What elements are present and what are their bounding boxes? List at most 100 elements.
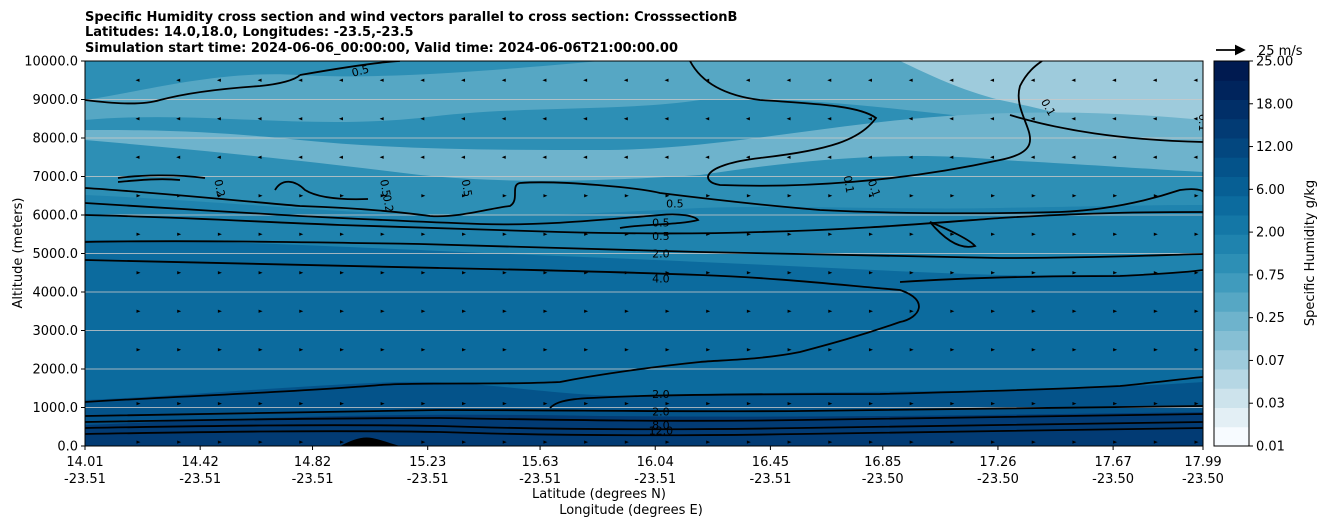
wind-vector-arrow <box>786 78 791 82</box>
wind-vector-arrow <box>299 194 304 198</box>
contour-label: 12.0 <box>649 425 674 438</box>
x-tick-label-latitude: 17.67 <box>1095 455 1132 470</box>
wind-vector-arrow <box>624 402 629 406</box>
wind-vector-arrow <box>501 155 506 159</box>
y-tick-label: 9000.0 <box>33 93 79 108</box>
wind-vector-arrow <box>543 402 548 406</box>
colorbar-swatch <box>1214 176 1249 197</box>
wind-vector-arrow <box>1030 78 1035 82</box>
wind-vector-arrow <box>135 117 140 121</box>
wind-vector-arrow <box>909 232 914 236</box>
x-tick-label-longitude: -23.50 <box>862 472 904 487</box>
wind-vector-arrow <box>746 309 751 313</box>
wind-vector-arrow <box>584 348 589 352</box>
wind-vector-arrow <box>949 78 954 82</box>
wind-vector-arrow <box>543 440 548 444</box>
colorbar-label: Specific Humidity g/kg <box>1303 180 1318 326</box>
wind-vector-arrow <box>867 117 872 121</box>
wind-vector-arrow <box>827 155 832 159</box>
wind-vector-arrow <box>421 440 426 444</box>
y-axis-label: Altitude (meters) <box>11 198 26 309</box>
y-tick-label: 6000.0 <box>33 209 79 224</box>
wind-vector-arrow <box>746 271 751 275</box>
wind-vector-arrow <box>787 309 792 313</box>
wind-vector-arrow <box>420 155 425 159</box>
wind-vector-arrow <box>258 348 263 352</box>
wind-vector-arrow <box>584 309 589 313</box>
wind-vector-arrow <box>1113 402 1118 406</box>
colorbar-tick-label: 6.00 <box>1256 183 1285 198</box>
wind-vector-arrow <box>950 194 955 198</box>
contour-line-12-0-lower <box>85 427 1203 437</box>
wind-vector-arrow <box>745 78 750 82</box>
wind-vector-arrow <box>461 155 466 159</box>
wind-vector-arrow <box>217 309 222 313</box>
x-axis: 14.01 -23.51 14.42 -23.51 14.82 -23.51 15.23 -2… <box>64 446 1224 487</box>
wind-vector-arrow <box>623 78 628 82</box>
wind-vector-arrow <box>623 155 628 159</box>
wind-vector-arrow <box>828 271 833 275</box>
contour-line-0-1-right <box>689 61 1043 187</box>
x-tick-label-latitude: 15.63 <box>521 455 558 470</box>
wind-vector-arrow <box>135 78 140 82</box>
wind-vector-arrow <box>909 440 914 444</box>
wind-vector-arrow <box>827 78 832 82</box>
wind-vector-arrow <box>258 309 263 313</box>
wind-vector-arrow <box>1194 348 1199 352</box>
wind-vector-arrow <box>542 78 547 82</box>
wind-vector-arrow <box>584 440 589 444</box>
x-tick-label-latitude: 14.01 <box>66 455 103 470</box>
y-tick-label: 7000.0 <box>33 170 79 185</box>
wind-vector-arrow <box>706 348 711 352</box>
contour-label: 0.5 <box>666 197 684 210</box>
wind-vector-arrow <box>338 117 343 121</box>
contour-line-4-0-right <box>899 269 1203 283</box>
wind-vector-arrow <box>502 194 507 198</box>
wind-vector-arrow <box>950 232 955 236</box>
y-tick-label: 3000.0 <box>33 324 79 339</box>
y-tick-label: 8000.0 <box>33 132 79 147</box>
wind-vector-arrow <box>299 402 304 406</box>
contour-label: 2.0 <box>652 248 670 261</box>
wind-vector-arrow <box>380 402 385 406</box>
wind-vector-arrow <box>543 309 548 313</box>
wind-vector-arrow <box>136 348 141 352</box>
wind-vector-arrow <box>380 348 385 352</box>
wind-vector-arrow <box>1194 194 1199 198</box>
wind-vector-arrow <box>298 155 303 159</box>
wind-vector-arrow <box>421 194 426 198</box>
wind-vector-arrow <box>1153 232 1158 236</box>
wind-vector-arrow <box>991 194 996 198</box>
wind-vector-arrow <box>421 348 426 352</box>
wind-vector-arrow <box>746 348 751 352</box>
x-tick-label-longitude: -23.51 <box>407 472 449 487</box>
wind-vector-arrow <box>217 402 222 406</box>
wind-vector-arrow <box>867 78 872 82</box>
wind-vector-arrow <box>991 232 996 236</box>
wind-vector-arrow <box>217 348 222 352</box>
wind-vector-arrow <box>623 117 628 121</box>
wind-vector-arrow <box>258 440 263 444</box>
wind-vector-arrow <box>421 402 426 406</box>
wind-vector-arrow <box>828 402 833 406</box>
wind-vector-arrow <box>1113 348 1118 352</box>
x-tick-label-longitude: -23.50 <box>977 472 1019 487</box>
wind-vector-arrow <box>339 194 344 198</box>
wind-vector-arrow <box>786 155 791 159</box>
wind-vector-arrow <box>502 309 507 313</box>
wind-vector-arrow <box>177 348 182 352</box>
wind-vector-arrow <box>216 155 221 159</box>
contour-line-8-0 <box>85 413 1203 423</box>
quiver-key-label: 25 m/s <box>1258 44 1303 59</box>
wind-vector-arrow <box>257 155 262 159</box>
wind-vector-arrow <box>787 402 792 406</box>
x-axis-label-longitude: Longitude (degrees E) <box>559 503 703 518</box>
wind-vector-arrow <box>908 78 913 82</box>
wind-vector-arrow <box>745 155 750 159</box>
contour-labels: 0.50.2 0.50.20.5 0.1 0.10.10.10.50.50.52.04… <box>211 63 1203 438</box>
wind-vector-arrow <box>380 232 385 236</box>
wind-vector-arrow <box>665 232 670 236</box>
wind-vector-arrow <box>1113 309 1118 313</box>
contour-label: 0.2 <box>380 194 396 213</box>
